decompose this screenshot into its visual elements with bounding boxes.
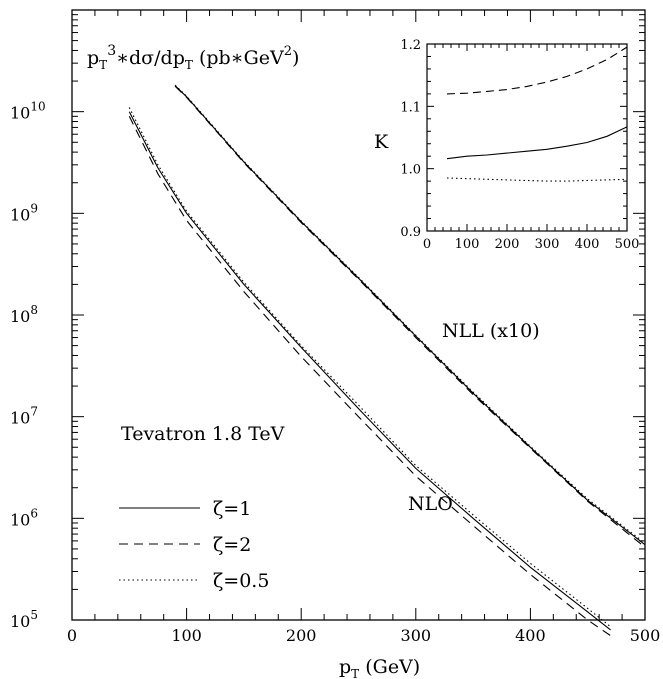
inset-x-tick-label: 500 <box>615 237 640 252</box>
x-axis-title: pT (GeV) <box>339 656 420 679</box>
annotation-nlo: NLO <box>408 493 453 515</box>
y-tick-label: 1010 <box>10 100 46 123</box>
annotation-tevatron: Tevatron 1.8 TeV <box>121 423 285 445</box>
inset-x-tick-label: 300 <box>535 237 560 252</box>
inset-y-axis-label: K <box>374 131 389 153</box>
inset-tick-labels: 0 100 200 300 400 500 0.9 1.0 1.1 1.2 <box>400 38 639 252</box>
inset-x-tick-label: 200 <box>495 237 520 252</box>
y-tick-label: 105 <box>10 608 38 631</box>
inset-y-tick-label: 1.0 <box>400 163 421 178</box>
series-line-nlo-dotted <box>128 107 611 628</box>
x-tick-label: 400 <box>515 626 546 645</box>
main-tick-labels: 0 100 200 300 400 500 105 106 107 108 109 1010 <box>10 100 660 645</box>
y-tick-label: 107 <box>10 405 38 428</box>
series-line-nlo-dashed <box>128 116 611 637</box>
legend: ζ=1 ζ=2 ζ=0.5 <box>119 498 269 592</box>
y-tick-label: 109 <box>10 201 38 224</box>
inset-axis-ticks <box>426 43 628 232</box>
legend-label: ζ=2 <box>213 534 251 556</box>
legend-label: ζ=1 <box>213 498 251 520</box>
main-series <box>128 84 646 637</box>
inset-y-tick-label: 1.1 <box>400 100 421 115</box>
inset-series <box>446 46 628 182</box>
legend-label: ζ=0.5 <box>213 570 269 592</box>
x-tick-label: 200 <box>286 626 317 645</box>
main-axis-ticks <box>71 10 646 621</box>
x-tick-label: 0 <box>67 626 77 645</box>
inset-plot-frame <box>426 43 628 232</box>
inset-series-line-solid <box>446 126 628 160</box>
series-line-nll-x10--dashed <box>174 85 646 548</box>
inset-y-tick-label: 0.9 <box>400 225 421 240</box>
x-tick-label: 100 <box>171 626 202 645</box>
series-line-nll-x10--dotted <box>174 84 646 544</box>
inset-x-tick-label: 400 <box>575 237 600 252</box>
x-tick-label: 500 <box>630 626 661 645</box>
inset-y-tick-label: 1.2 <box>400 38 421 53</box>
annotation-nll: NLL (x10) <box>442 320 540 342</box>
y-tick-label: 106 <box>10 506 38 529</box>
inset-x-tick-label: 100 <box>455 237 480 252</box>
x-tick-label: 300 <box>401 626 432 645</box>
inset-series-line-dotted <box>446 177 628 182</box>
inset-x-tick-label: 0 <box>423 237 431 252</box>
inset-series-line-dashed <box>446 46 628 95</box>
y-axis-title: pT3∗dσ/dpT (pb∗GeV2) <box>87 43 299 72</box>
y-tick-label: 108 <box>10 303 38 326</box>
series-line-nlo-solid <box>128 111 611 631</box>
